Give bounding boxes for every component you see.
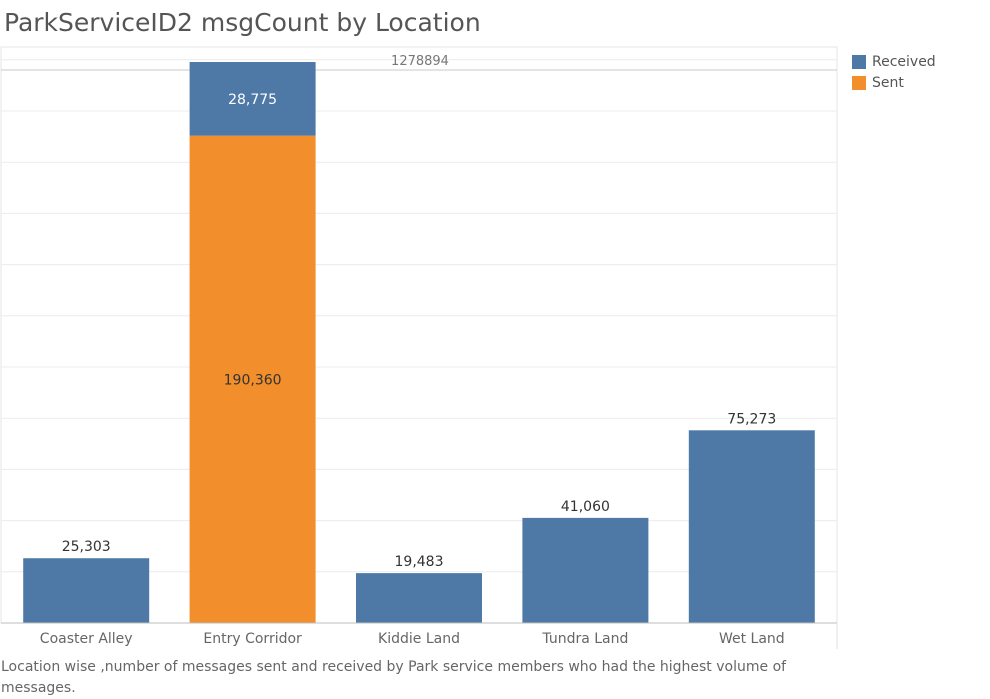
bar-received xyxy=(522,517,649,623)
data-label-received: 28,775 xyxy=(228,92,277,108)
chart: 25,303 190,360 28,775 19,483 41,060 75,273 12… xyxy=(0,46,838,649)
legend-label-received: Received xyxy=(872,53,936,70)
data-label-received: 41,060 xyxy=(561,499,610,515)
bar-sent xyxy=(189,135,316,623)
category-label: Wet Land xyxy=(719,631,785,647)
data-label-received: 25,303 xyxy=(62,539,111,555)
legend-swatch-received xyxy=(852,54,866,69)
legend-label-sent: Sent xyxy=(872,74,904,91)
bar-received xyxy=(23,558,150,623)
chart-title: ParkServiceID2 msgCount by Location xyxy=(4,8,481,37)
legend-swatch-sent xyxy=(852,75,866,90)
axes: 1278894 Coaster Alley Entry Corridor Kiddie… xyxy=(1,54,838,649)
chart-caption: Location wise ,number of messages sent a… xyxy=(1,659,787,696)
data-label-received: 19,483 xyxy=(395,554,444,570)
legend-item-sent[interactable]: Sent xyxy=(852,72,936,93)
bar-received xyxy=(189,62,316,136)
bar-received xyxy=(688,430,815,623)
category-label: Coaster Alley xyxy=(40,631,133,647)
legend-item-received[interactable]: Received xyxy=(852,51,936,72)
data-label-received: 75,273 xyxy=(727,411,776,427)
category-label: Kiddie Land xyxy=(378,631,460,647)
bars: 25,303 190,360 28,775 19,483 41,060 75,273 xyxy=(23,62,815,623)
reference-line-label: 1278894 xyxy=(391,54,449,69)
category-label: Entry Corridor xyxy=(203,631,302,647)
category-label: Tundra Land xyxy=(541,631,628,647)
bar-received xyxy=(356,573,482,623)
legend: Received Sent xyxy=(852,51,936,93)
data-label-sent: 190,360 xyxy=(224,372,282,388)
